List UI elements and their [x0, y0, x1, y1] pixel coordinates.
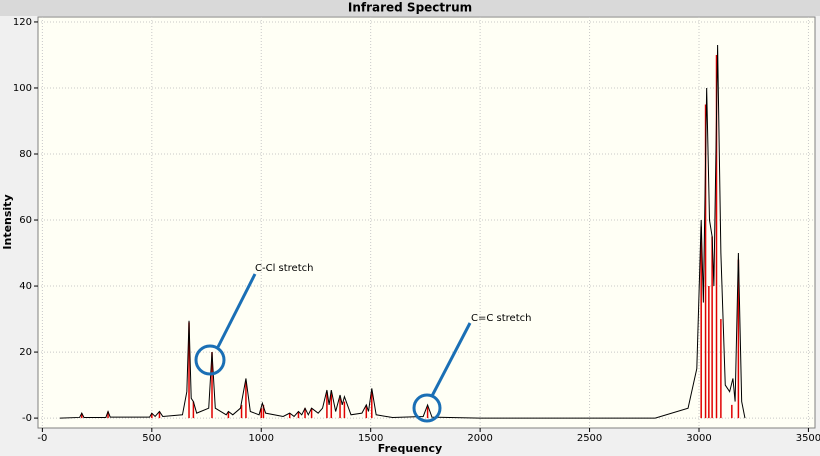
marks: [59, 45, 746, 419]
x-tick-label: 2500: [577, 433, 602, 444]
y-tick-label: 60: [19, 215, 32, 226]
x-tick-label: 3500: [796, 433, 820, 444]
title-bar: [0, 0, 820, 16]
annotation-leader: [216, 273, 257, 348]
x-tick-label: -0: [37, 433, 47, 444]
annotations: C-Cl stretch C=C stretch: [194, 263, 531, 423]
y-tick-label: 20: [19, 347, 32, 358]
y-axis-label: Intensity: [1, 194, 14, 249]
y-tick-label: -0: [22, 413, 32, 424]
x-axis-label: Frequency: [378, 442, 442, 455]
grid: -0 500 1000 1500 2000 2500 3000 3500 -0 20 40 60 80 1…: [13, 17, 820, 444]
x-tick-label: 500: [142, 433, 161, 444]
chart-title: Infrared Spectrum: [348, 1, 472, 15]
plot-area: [37, 16, 816, 429]
annotation-text: C-Cl stretch: [255, 263, 313, 274]
x-tick-label: 1500: [358, 433, 383, 444]
y-tick-label: 100: [13, 83, 32, 94]
x-tick-label: 2000: [467, 433, 492, 444]
annotation-circle: [412, 393, 442, 423]
x-tick-label: 1000: [249, 433, 274, 444]
y-tick-label: 120: [13, 17, 32, 28]
annotation-text: C=C stretch: [471, 313, 531, 324]
y-tick-label: 80: [19, 149, 32, 160]
annotation-circle: [194, 344, 226, 376]
x-tick-label: 3000: [686, 433, 711, 444]
y-tick-label: 40: [19, 281, 32, 292]
annotation-leader: [430, 322, 472, 397]
envelope-line: [59, 45, 746, 419]
